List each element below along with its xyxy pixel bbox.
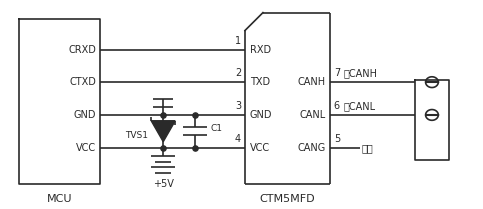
Text: 1: 1: [235, 36, 241, 46]
Text: 2: 2: [235, 68, 241, 78]
Text: TVS1: TVS1: [125, 131, 148, 140]
Text: CRXD: CRXD: [69, 45, 97, 55]
Text: RXD: RXD: [250, 45, 271, 55]
Text: 3: 3: [235, 101, 241, 111]
Text: CTXD: CTXD: [70, 77, 97, 87]
Text: TXD: TXD: [250, 77, 270, 87]
Text: 接CANL: 接CANL: [344, 101, 376, 111]
Text: C1: C1: [210, 124, 222, 133]
Text: 7: 7: [334, 68, 340, 78]
Text: MCU: MCU: [47, 194, 72, 204]
Text: VCC: VCC: [76, 143, 97, 153]
Text: 悬空: 悬空: [362, 143, 373, 153]
Text: CTM5MFD: CTM5MFD: [259, 194, 315, 204]
Text: 接CANH: 接CANH: [344, 68, 378, 78]
Text: 4: 4: [235, 134, 241, 144]
Text: CANH: CANH: [298, 77, 326, 87]
Text: CANL: CANL: [299, 110, 326, 120]
Text: CANG: CANG: [298, 143, 326, 153]
Text: VCC: VCC: [250, 143, 270, 153]
Text: +5V: +5V: [153, 178, 174, 189]
Text: 5: 5: [334, 134, 340, 144]
Text: GND: GND: [74, 110, 97, 120]
Text: 6: 6: [334, 101, 340, 111]
Polygon shape: [151, 121, 175, 142]
Text: GND: GND: [250, 110, 272, 120]
